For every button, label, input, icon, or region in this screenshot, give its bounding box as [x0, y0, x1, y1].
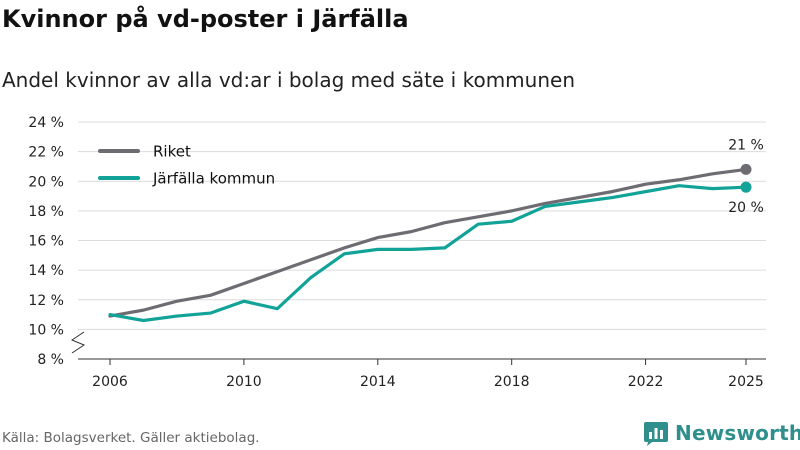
series-line-riket — [108, 167, 748, 318]
x-tick-label: 2025 — [728, 374, 764, 390]
series-end-point — [740, 163, 752, 175]
data-label: 21 % — [728, 137, 764, 153]
y-tick-label: 12 % — [28, 293, 64, 309]
data-label: 20 % — [728, 200, 764, 216]
bar-chart-logo-icon — [644, 422, 668, 446]
series-line-jarfalla — [108, 184, 748, 323]
x-tick-label: 2006 — [92, 374, 128, 390]
y-tick-label: 20 % — [28, 174, 64, 190]
y-tick-label: 22 % — [28, 145, 64, 161]
y-tick-label: 16 % — [28, 234, 64, 250]
x-tick-label: 2010 — [226, 374, 262, 390]
legend-label: Järfälla kommun — [152, 170, 275, 188]
x-tick-label: 2018 — [494, 374, 530, 390]
y-tick-label: 10 % — [28, 322, 64, 338]
brand-name: Newsworthy — [675, 421, 800, 445]
chart-subtitle: Andel kvinnor av alla vd:ar i bolag med … — [2, 68, 575, 92]
y-tick-label: 18 % — [28, 204, 64, 220]
y-tick-label: 14 % — [28, 263, 64, 279]
x-tick-label: 2014 — [360, 374, 396, 390]
x-tick-label: 2022 — [628, 374, 664, 390]
chart-title: Kvinnor på vd-poster i Järfälla — [2, 5, 409, 33]
legend-label: Riket — [153, 143, 191, 161]
y-tick-label: 24 % — [28, 115, 64, 131]
line-chart: 8 % 10 % 12 % 14 % 16 % 18 % 20 % 22 % 24 % 2006 2… — [28, 115, 766, 390]
y-tick-label: 8 % — [37, 352, 64, 368]
source-note: Källa: Bolagsverket. Gäller aktiebolag. — [2, 430, 260, 446]
brand-logo: Newsworthy — [643, 420, 800, 446]
axis-break-icon — [70, 331, 86, 354]
series-end-point — [740, 181, 752, 193]
